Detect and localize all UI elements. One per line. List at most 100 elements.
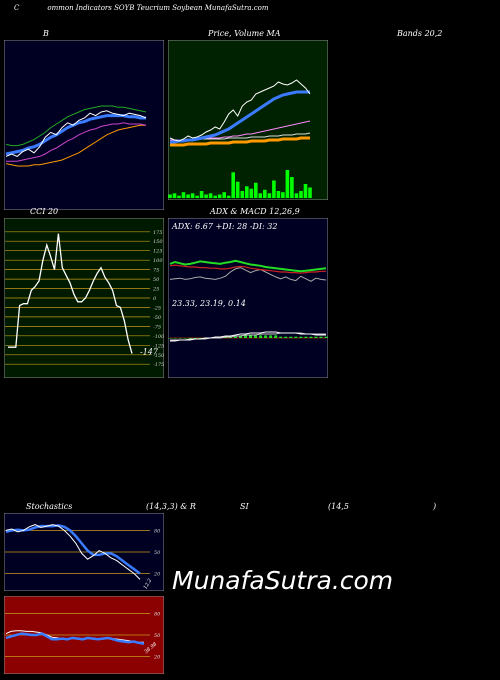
stochastics-tick-label: 80 [154, 528, 161, 534]
macd-histogram-bar [254, 335, 257, 338]
volume-bar [263, 189, 267, 198]
macd-line [170, 331, 326, 342]
plus-di-line [169, 259, 327, 273]
macd-label: 23.33, 23.19, 0.14 [171, 299, 246, 308]
macd-histogram-bar [198, 338, 202, 339]
rsi-tick-label: 80 [154, 611, 161, 617]
stochastics-tick-label: 20 [153, 572, 161, 578]
cci-tick-label: 175 [153, 230, 163, 236]
volume-bar [177, 195, 181, 198]
adx-macd-background [168, 218, 328, 378]
macd-histogram-bar [233, 336, 237, 338]
macd-histogram-bar [304, 336, 308, 338]
cci-tick-label: -100 [153, 334, 164, 340]
watermark-logo: MunafaSutra.com [172, 566, 394, 595]
macd-histogram-bar [294, 336, 298, 338]
stochastics-params: (14,3,3) & R [146, 502, 196, 511]
macd-histogram-bar [188, 338, 192, 339]
macd-histogram-bar [264, 335, 268, 338]
volume-bar [276, 191, 281, 198]
volume-bar [303, 184, 308, 198]
volume-bar [272, 180, 276, 198]
volume-bar [199, 191, 204, 198]
volume-bar [181, 192, 186, 198]
adx-label: ADX: 6.67 +DI: 28 -DI: 32 [171, 222, 277, 231]
macd-histogram-bar [168, 338, 172, 339]
cci-tick-label: -50 [153, 315, 162, 321]
volume-bar [168, 194, 172, 198]
price-line [169, 79, 311, 142]
adx-macd-title: ADX & MACD 12,26,9 [210, 207, 300, 216]
volume-bar [190, 193, 195, 198]
cci-tick-label: 100 [153, 258, 163, 264]
volume-bar [308, 187, 312, 198]
bollinger-lower-band [5, 124, 146, 167]
volume-bar [294, 193, 299, 198]
macd-histogram-bar [284, 336, 288, 338]
volume-bar [172, 193, 177, 198]
macd-histogram-bar [193, 338, 197, 339]
macd-histogram-bar [269, 335, 273, 338]
bollinger-upper-band [5, 105, 147, 147]
macd-histogram-bar [309, 336, 313, 338]
cci-tick-label: -25 [153, 306, 161, 312]
cci-tick-label: 150 [153, 239, 163, 245]
volume-bar [249, 188, 254, 198]
volume-bar [222, 192, 226, 198]
volume-bar [285, 170, 290, 198]
macd-histogram-bar [299, 336, 303, 338]
cci-last-value: -147 [140, 348, 159, 357]
cci-line [8, 233, 133, 354]
volume-bar [226, 195, 231, 198]
stochastics-last-value: 12.2 [143, 578, 154, 591]
cci-tick-label: 125 [153, 249, 163, 255]
volume-bar [231, 172, 235, 198]
minus-di-line [169, 264, 326, 274]
bollinger-title: B [43, 29, 49, 38]
cci-tick-label: -175 [153, 362, 164, 368]
page-title-text: ommon Indicators SOYB Teucrium Soybean M… [47, 4, 269, 12]
macd-histogram-bar [274, 335, 278, 338]
adx-line [169, 267, 327, 282]
price-ma-background [168, 40, 328, 200]
macd-histogram-bar [183, 338, 187, 339]
bollinger-middle-band [6, 122, 147, 162]
macd-histogram-bar [244, 335, 247, 338]
volume-bar [217, 194, 222, 198]
macd-histogram-bar [173, 338, 177, 339]
macd-histogram-bar [259, 335, 263, 338]
volume-bar [245, 186, 249, 198]
volume-bar [299, 191, 303, 198]
bollinger-chart [4, 40, 164, 210]
rsi-params-close: ) [433, 502, 437, 511]
macd-histogram-bar [319, 336, 323, 338]
adx-macd-chart: ADX: 6.67 +DI: 28 -DI: 32 23.33, 23.19, … [168, 218, 328, 378]
cci-tick-label: 75 [153, 268, 159, 274]
cci-tick-label: 50 [153, 277, 160, 283]
rsi-title: SI [240, 502, 249, 511]
rsi-tick-label: 20 [153, 655, 161, 661]
volume-bar [213, 195, 217, 198]
macd-histogram-bar [239, 335, 242, 338]
volume-bar [195, 195, 199, 198]
cci-title: CCI 20 [30, 207, 59, 216]
bollinger-background [4, 40, 164, 210]
cci-tick-label: -75 [153, 324, 161, 330]
cci-tick-label: 0 [153, 296, 157, 302]
page-title-initial: C [14, 4, 20, 12]
rsi-tick-label: 50 [154, 633, 161, 639]
cci-tick-label: -150 [153, 353, 164, 359]
macd-histogram-bar [249, 335, 252, 338]
cci-chart: 175 150 125 100 75 50 25 0 -25 -50 -75 -100 -125 -150… [4, 218, 164, 378]
volume-bar [186, 194, 190, 198]
rsi-line [5, 632, 145, 645]
volume-bar [235, 181, 240, 198]
macd-histogram-bar [279, 336, 283, 338]
macd-histogram-bar [324, 336, 328, 338]
rsi-params: (14,5 [328, 502, 349, 511]
volume-bar [254, 182, 258, 198]
macd-histogram-bar [314, 336, 318, 338]
volume-bar [281, 192, 285, 198]
